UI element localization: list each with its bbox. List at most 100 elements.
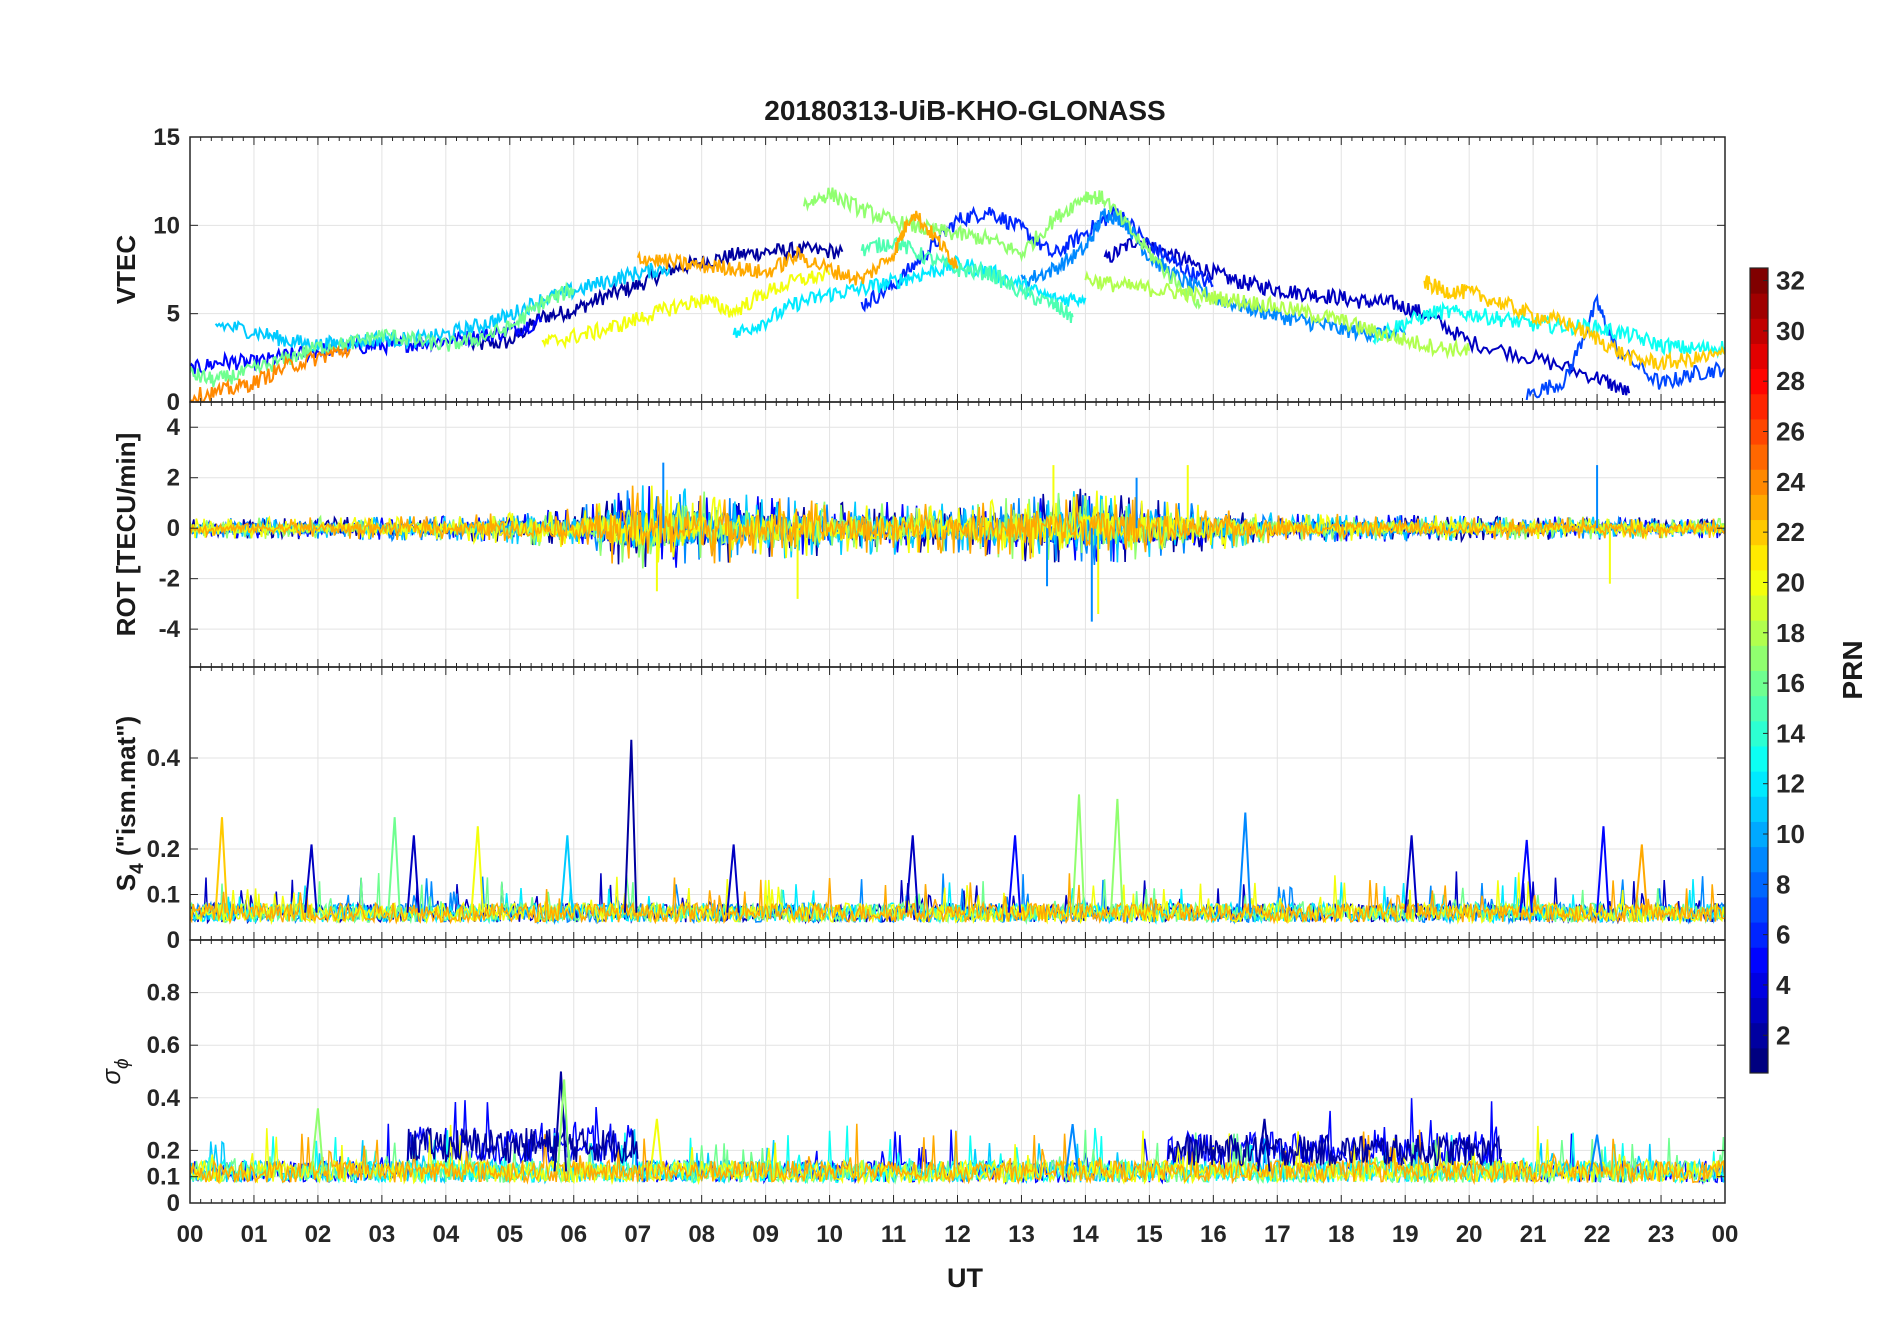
sigma-series [190,1071,1725,1186]
spike [553,1071,568,1172]
series-prn-17 [803,187,1202,310]
x-tick-label: 01 [241,1221,268,1248]
colorbar-tick-label: 24 [1776,467,1805,497]
x-tick-label: 16 [1200,1221,1227,1248]
x-tick-label: 22 [1584,1221,1611,1248]
colorbar-swatch [1750,544,1768,571]
sigma-y-label: σϕ [96,1058,133,1084]
series-prn-20 [190,1124,1725,1186]
rot-series [190,462,1725,622]
colorbar-swatch [1750,821,1768,848]
spike [1634,844,1648,913]
colorbar-swatch [1750,569,1768,596]
panel-vtec: 0 5 10 15 VTEC [111,124,1726,416]
s4-y-label: S4 ("ism.mat") [111,716,148,891]
colorbar-swatch [1750,846,1768,873]
y-tick-label: 0 [167,927,180,954]
spike [1007,835,1022,913]
spike [1110,798,1124,913]
x-tick-label: 00 [1712,1221,1739,1248]
spike [1257,1118,1271,1172]
x-tick-label: 17 [1264,1221,1291,1248]
series-prn-23 [190,1123,1725,1186]
elevated-band [1167,1133,1502,1167]
series-prn-6 [860,203,1214,313]
figure-title: 20180313-UiB-KHO-GLONASS [764,95,1165,126]
y-tick-label: 0.6 [147,1032,180,1059]
series-prn-15 [860,236,1074,323]
colorbar-swatch [1750,343,1768,370]
y-tick-label: 10 [153,212,180,239]
y-tick-label: 0.4 [147,745,181,772]
colorbar-swatch [1750,368,1768,395]
y-tick-label: 0 [167,1190,180,1217]
colorbar-swatch [1750,745,1768,772]
panel-rot: -4 -2 0 2 4 ROT [TECU/min] [111,401,1726,668]
y-tick-label: 0.4 [147,1085,181,1112]
colorbar-swatch [1750,620,1768,646]
colorbar-swatch [1750,595,1768,621]
s4-series [190,739,1725,926]
colorbar-swatch [1750,444,1768,470]
spike [1237,812,1252,913]
s4-grid [190,667,1725,941]
spike [559,835,574,913]
colorbar-swatch [1750,418,1768,445]
x-tick-label: 07 [624,1221,651,1248]
y-tick-label: 5 [167,301,180,328]
y-tick-label: 0.2 [147,836,180,863]
spike [1071,794,1086,913]
x-tick-label: 00 [177,1221,204,1248]
series-prn-23 [190,873,1725,925]
colorbar-tick-label: 14 [1776,718,1805,748]
colorbar-swatch [1750,922,1768,948]
colorbar-swatch [1750,293,1768,319]
series-prn-23 [190,485,1725,564]
colorbar-swatch [1750,947,1768,973]
series-prn-9 [190,873,1725,925]
x-tick-label: 20 [1456,1221,1483,1248]
colorbar-tick-label: 18 [1776,618,1805,648]
colorbar-swatch [1750,997,1768,1024]
x-tick-label: 13 [1008,1221,1035,1248]
y-tick-label: 0 [167,515,180,542]
colorbar-swatch [1750,1047,1768,1074]
y-tick-label: 15 [153,124,180,151]
panel-s4: 0 0.1 0.2 0.4S4 ("ism.mat") [111,666,1726,954]
colorbar-tick-label: 20 [1776,567,1805,597]
series-prn-16 [190,281,575,388]
series-prn-9 [1020,208,1407,344]
x-tick-label: 04 [432,1221,459,1248]
y-tick-label: 0.1 [147,882,180,909]
y-tick-label: 2 [167,465,180,492]
colorbar-swatch [1750,871,1768,898]
colorbar-swatch [1750,695,1768,722]
spike [387,817,401,913]
x-tick-label: 18 [1328,1221,1355,1248]
colorbar-tick-label: 2 [1776,1020,1790,1050]
y-tick-label: 0 [167,389,180,416]
x-tick-label: 21 [1520,1221,1547,1248]
x-tick-label: 10 [816,1221,843,1248]
colorbar-swatch [1750,1022,1768,1049]
time-axis: 00 01 02 03 04 05 06 07 08 09 10 11 12 13 14 15 16 17 18 19… [177,1221,1739,1248]
series-prn-23 [636,210,959,286]
x-tick-label: 11 [881,1221,906,1248]
vtec-y-label: VTEC [111,235,141,305]
colorbar-swatch [1750,645,1768,671]
colorbar-swatch [1750,670,1768,697]
spike [726,844,740,913]
sigma-x-ticks [189,940,1726,1203]
rot-y-label: ROT [TECU/min] [111,433,141,637]
spike [1065,1123,1079,1172]
x-tick-label: 14 [1072,1221,1099,1248]
series-prn-7 [1525,293,1725,401]
y-tick-label: 0.1 [147,1164,180,1191]
colorbar-frame [1749,267,1769,1074]
colorbar-tick-label: 12 [1776,769,1805,799]
y-tick-label: 0.2 [147,1137,180,1164]
vtec-series [190,187,1725,402]
x-tick-label: 12 [944,1221,971,1248]
